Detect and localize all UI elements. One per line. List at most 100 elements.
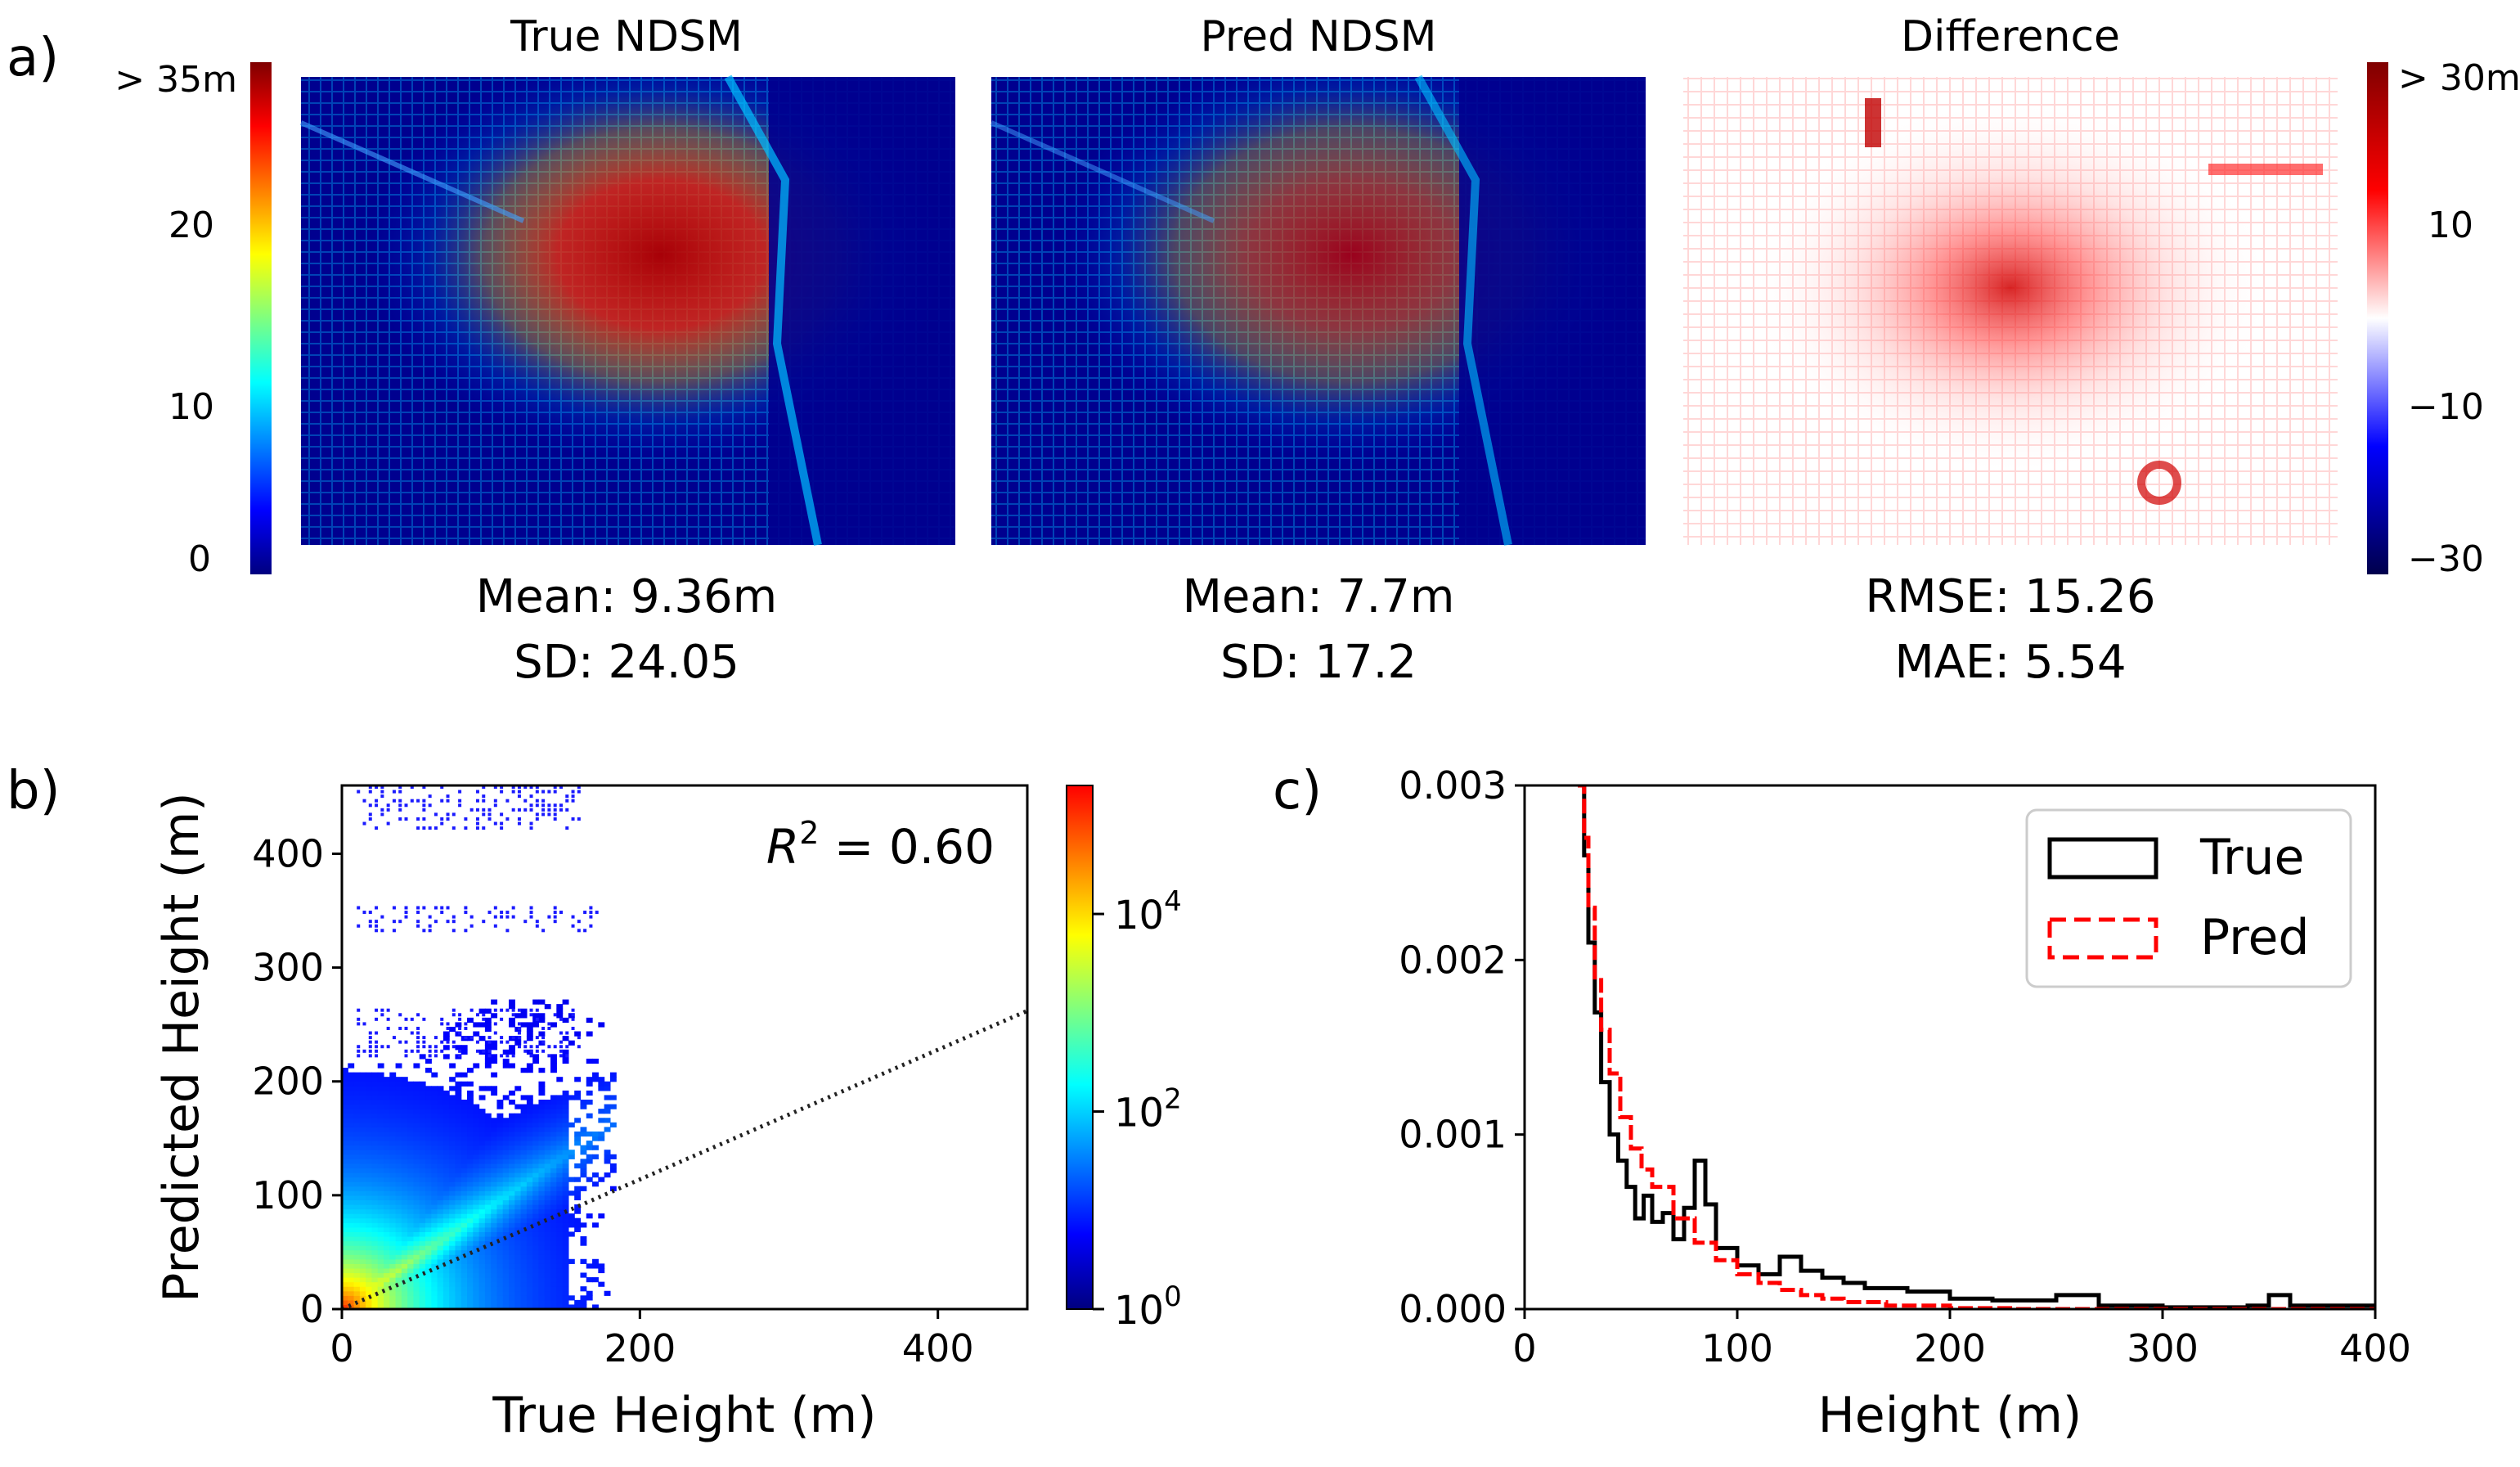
heatmap-cell — [509, 1122, 515, 1127]
heatmap-cell — [348, 1281, 355, 1287]
heatmap-cell — [467, 1131, 474, 1137]
heatmap-cell — [425, 1136, 432, 1141]
heatmap-cell — [384, 1168, 390, 1173]
heatmap-cell — [419, 1113, 426, 1118]
heatmap-cell — [496, 1249, 504, 1255]
heatmap-cell — [520, 1258, 528, 1264]
heatmap-cell — [502, 1299, 510, 1306]
heatmap-cell — [384, 1204, 390, 1210]
heatmap-cell — [509, 1199, 515, 1205]
heatmap-cell — [502, 1295, 510, 1301]
heatmap-cell — [348, 1168, 355, 1173]
heatmap-cell — [359, 1090, 366, 1096]
heatmap-cell — [478, 1118, 486, 1123]
heatmap-cell — [342, 1095, 348, 1100]
heatmap-cell — [493, 821, 497, 826]
heatmap-cell — [556, 1295, 564, 1301]
heatmap-cell — [437, 1290, 444, 1296]
heatmap-cell — [509, 1150, 515, 1155]
heatmap-cell — [455, 1213, 462, 1219]
heatmap-cell — [473, 1168, 480, 1173]
heatmap-cell — [407, 1159, 415, 1164]
heatmap-cell — [571, 1026, 575, 1030]
heatmap-cell — [348, 1290, 355, 1296]
heatmap-cell — [419, 1172, 426, 1178]
heatmap-cell — [380, 794, 384, 799]
heatmap-cell — [377, 1177, 384, 1182]
heatmap-cell — [371, 1186, 379, 1191]
heatmap-cell — [401, 1181, 408, 1187]
heatmap-cell — [484, 1286, 492, 1292]
heatmap-cell — [366, 1213, 373, 1219]
heatmap-cell — [359, 1186, 366, 1191]
heatmap-cell — [556, 1145, 564, 1150]
heatmap-cell — [580, 1295, 587, 1301]
heatmap-cell — [496, 1213, 504, 1219]
heatmap-cell — [502, 1272, 510, 1278]
heatmap-cell — [473, 1150, 480, 1155]
heatmap-cell — [526, 1172, 533, 1178]
heatmap-cell — [359, 1177, 366, 1182]
heatmap-cell — [484, 1058, 492, 1064]
heatmap-cell — [559, 1040, 563, 1044]
heatmap-cell — [348, 1245, 355, 1251]
heatmap-cell — [502, 1208, 510, 1214]
heatmap-cell — [413, 1127, 420, 1132]
map-stat-1: Mean: 7.7m — [1183, 570, 1455, 623]
heatmap-cell — [526, 1195, 533, 1201]
heatmap-cell — [407, 1177, 415, 1182]
heatmap-cell — [505, 1054, 510, 1058]
heatmap-cell — [401, 1150, 408, 1155]
heatmap-cell — [377, 1295, 384, 1301]
heatmap-cell — [544, 1118, 551, 1123]
heatmap-cell — [425, 1118, 432, 1123]
heatmap-cell — [562, 1172, 569, 1178]
right-colorbar-label: −30 — [2408, 538, 2484, 580]
series-line-true — [1578, 785, 2375, 1309]
heatmap-cell — [538, 1281, 546, 1287]
heatmap-cell — [541, 1049, 546, 1053]
heatmap-cell — [562, 1177, 569, 1182]
heatmap-cell — [550, 1226, 557, 1232]
heatmap-cell — [559, 1045, 563, 1049]
heatmap-cell — [491, 1267, 498, 1274]
heatmap-cell — [493, 803, 497, 808]
heatmap-cell — [407, 1263, 415, 1269]
heatmap-cell — [526, 1113, 533, 1118]
heatmap-cell — [491, 1217, 498, 1223]
left-colorbar-label: 10 — [168, 386, 214, 428]
heatmap-cell — [460, 1109, 468, 1114]
heatmap-cell — [348, 1118, 355, 1123]
heatmap-cell — [571, 817, 575, 821]
heatmap-cell — [496, 1168, 504, 1173]
heatmap-cell — [395, 1226, 402, 1232]
heatmap-cell — [359, 1299, 366, 1306]
heatmap-cell — [437, 1226, 444, 1232]
heatmap-cell — [368, 1045, 372, 1049]
heatmap-cell — [491, 1118, 498, 1123]
heatmap-cell — [401, 1177, 408, 1182]
heatmap-cell — [586, 1177, 593, 1182]
heatmap-cell — [473, 1063, 480, 1069]
heatmap-cell — [571, 915, 575, 919]
heatmap-cell — [502, 1267, 510, 1274]
heatmap-cell — [401, 1277, 408, 1283]
heatmap-cell — [425, 1295, 432, 1301]
heatmap-cell — [538, 1118, 546, 1123]
heatmap-cell — [413, 1281, 420, 1287]
heatmap-cell — [478, 1254, 486, 1260]
heatmap-cell — [496, 1181, 504, 1187]
heatmap-cell — [562, 1222, 569, 1228]
heatmap-cell — [509, 1290, 515, 1296]
heatmap-cell — [348, 1100, 355, 1105]
heatmap-cell — [398, 808, 402, 812]
heatmap-cell — [502, 1190, 510, 1196]
heatmap-cell — [348, 1090, 355, 1096]
heatmap-cell — [425, 1272, 432, 1278]
heatmap-cell — [514, 1168, 522, 1173]
heatmap-cell — [562, 1195, 569, 1201]
heatmap-cell — [511, 1013, 515, 1017]
heatmap-cell — [437, 1177, 444, 1182]
heatmap-cell — [496, 1190, 504, 1196]
heatmap-cell — [496, 1267, 504, 1274]
